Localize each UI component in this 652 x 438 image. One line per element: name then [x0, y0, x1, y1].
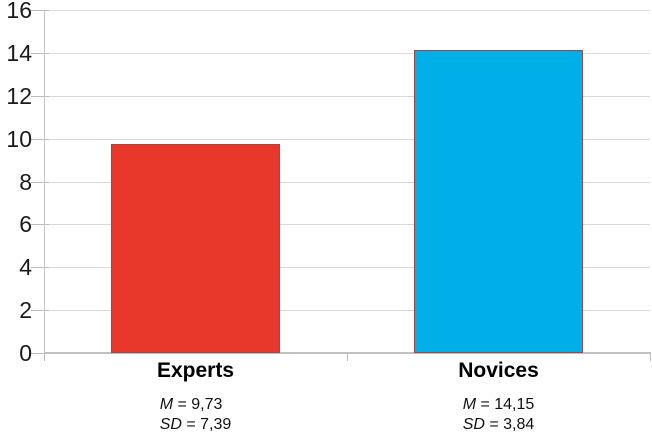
y-axis-label: 14	[6, 40, 32, 66]
y-axis-label: 6	[19, 211, 32, 237]
gridline	[44, 267, 650, 268]
gridline	[44, 53, 650, 54]
gridline	[44, 96, 650, 97]
y-axis-tick	[31, 139, 49, 140]
y-axis-tick	[31, 224, 49, 225]
y-axis-label: 8	[19, 169, 32, 195]
y-axis-tick	[31, 182, 49, 183]
gridline	[44, 310, 650, 311]
sd-value: SD = 7,39	[159, 416, 232, 433]
gridline	[44, 224, 650, 225]
bar-experts	[111, 144, 280, 353]
sd-value: SD = 3,84	[462, 416, 535, 433]
mean-value: M = 14,15	[462, 396, 535, 413]
gridline	[44, 182, 650, 183]
y-axis-label: 4	[19, 254, 32, 280]
y-axis-tick	[31, 53, 49, 54]
x-axis-tick	[44, 353, 45, 361]
x-axis-tick	[650, 353, 651, 361]
y-axis-label: 12	[6, 83, 32, 109]
y-axis	[44, 10, 45, 353]
gridline	[44, 10, 650, 11]
bar-novices	[414, 50, 583, 353]
y-axis-label: 10	[6, 126, 32, 152]
y-axis-tick	[31, 96, 49, 97]
category-label: Novices	[458, 359, 539, 382]
y-axis-tick	[31, 310, 49, 311]
category-stats: M = 9,73 SD = 7,39	[160, 395, 232, 435]
y-axis-label: 16	[6, 0, 32, 23]
y-axis-tick	[31, 353, 49, 354]
x-axis-tick	[347, 353, 348, 361]
y-axis-tick	[31, 267, 49, 268]
category-group-experts: Experts M = 9,73 SD = 7,39	[44, 359, 347, 435]
y-axis-tick	[31, 10, 49, 11]
y-axis-label: 0	[19, 340, 32, 366]
y-axis-label: 2	[19, 297, 32, 323]
category-group-novices: Novices M = 14,15 SD = 3,84	[347, 359, 650, 435]
gridline	[44, 139, 650, 140]
category-label: Experts	[156, 359, 235, 382]
category-stats: M = 14,15 SD = 3,84	[463, 395, 535, 435]
mean-value: M = 9,73	[159, 396, 223, 413]
